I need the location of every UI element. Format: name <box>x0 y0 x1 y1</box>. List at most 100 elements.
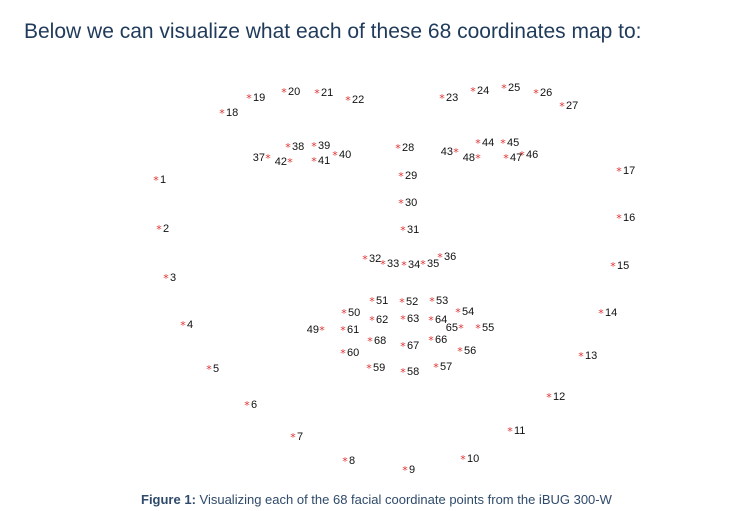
landmark-marker: * <box>180 319 186 332</box>
landmark-label: 2 <box>163 223 169 235</box>
landmark-label: 54 <box>462 306 474 318</box>
page-heading: Below we can visualize what each of thes… <box>24 20 642 43</box>
landmark-marker: * <box>246 92 252 105</box>
landmark-point-37: *37 <box>253 152 272 165</box>
landmark-label: 27 <box>566 100 578 112</box>
landmark-label: 55 <box>482 322 494 334</box>
landmark-marker: * <box>369 295 375 308</box>
landmark-label: 6 <box>251 399 257 411</box>
landmark-point-62: * 62 <box>369 314 388 327</box>
landmark-point-8: * 8 <box>342 455 355 468</box>
landmark-label: 67 <box>407 340 419 352</box>
landmark-point-35: * 35 <box>420 258 439 271</box>
landmark-point-48: *48 <box>463 152 482 165</box>
landmark-marker: * <box>287 156 293 169</box>
landmark-marker: * <box>265 152 271 165</box>
landmark-label: 11 <box>514 425 525 437</box>
landmark-label: 47 <box>510 152 522 164</box>
landmark-label: 48 <box>463 152 475 164</box>
landmark-label: 42 <box>275 156 287 168</box>
landmark-marker: * <box>314 87 320 100</box>
landmark-point-36: * 36 <box>437 251 456 264</box>
landmark-point-67: * 67 <box>400 340 419 353</box>
landmark-marker: * <box>206 363 212 376</box>
landmark-point-6: * 6 <box>244 399 257 412</box>
landmark-label: 39 <box>318 140 330 152</box>
landmark-marker: * <box>319 324 325 337</box>
landmark-label: 46 <box>526 149 538 161</box>
figure-caption: Figure 1: Visualizing each of the 68 fac… <box>141 492 612 507</box>
landmark-point-14: * 14 <box>598 307 617 320</box>
landmark-point-49: *49 <box>307 324 326 337</box>
landmark-marker: * <box>546 391 552 404</box>
landmark-label: 35 <box>427 258 439 270</box>
landmark-label: 18 <box>226 107 238 119</box>
landmark-label: 3 <box>170 272 176 284</box>
landmark-label: 43 <box>441 146 453 158</box>
landmark-marker: * <box>475 152 481 165</box>
landmark-marker: * <box>433 361 439 374</box>
landmark-point-24: * 24 <box>470 85 489 98</box>
landmark-point-51: * 51 <box>369 295 388 308</box>
landmark-point-10: * 10 <box>460 453 479 466</box>
landmark-point-27: * 27 <box>559 100 578 113</box>
landmark-marker: * <box>380 258 386 271</box>
landmark-point-4: * 4 <box>180 319 193 332</box>
landmark-label: 14 <box>605 307 617 319</box>
landmark-point-3: * 3 <box>163 272 176 285</box>
landmark-marker: * <box>281 86 287 99</box>
landmark-marker: * <box>460 453 466 466</box>
landmark-point-41: * 41 <box>311 155 330 168</box>
landmark-point-53: * 53 <box>429 295 448 308</box>
landmark-marker: * <box>153 174 159 187</box>
landmark-marker: * <box>311 155 317 168</box>
landmark-marker: * <box>163 272 169 285</box>
landmark-marker: * <box>369 314 375 327</box>
landmark-label: 24 <box>477 85 489 97</box>
landmark-point-25: * 25 <box>501 82 520 95</box>
landmark-label: 10 <box>467 453 479 465</box>
landmark-marker: * <box>598 307 604 320</box>
landmark-label: 41 <box>318 155 330 167</box>
landmark-label: 22 <box>352 94 364 106</box>
landmark-marker: * <box>578 350 584 363</box>
landmark-label: 59 <box>373 362 385 374</box>
landmark-point-40: * 40 <box>332 149 351 162</box>
figure-caption-label: Figure 1: <box>141 492 196 507</box>
landmark-point-56: * 56 <box>457 345 476 358</box>
landmark-label: 31 <box>407 224 419 236</box>
landmark-label: 28 <box>402 142 414 154</box>
landmark-marker: * <box>342 455 348 468</box>
landmark-marker: * <box>400 224 406 237</box>
landmark-label: 25 <box>508 82 520 94</box>
landmark-marker: * <box>470 85 476 98</box>
landmark-point-5: * 5 <box>206 363 219 376</box>
landmark-marker: * <box>290 431 296 444</box>
landmark-label: 53 <box>436 295 448 307</box>
landmark-label: 20 <box>288 86 300 98</box>
landmark-label: 8 <box>349 455 355 467</box>
landmark-label: 49 <box>307 324 319 336</box>
landmark-label: 1 <box>160 174 166 186</box>
landmark-point-33: * 33 <box>380 258 399 271</box>
landmark-marker: * <box>420 258 426 271</box>
landmark-label: 12 <box>553 391 565 403</box>
landmark-label: 63 <box>407 313 419 325</box>
landmark-point-31: * 31 <box>400 224 419 237</box>
landmark-marker: * <box>429 295 435 308</box>
landmark-label: 4 <box>187 319 193 331</box>
landmark-label: 51 <box>376 295 388 307</box>
landmark-point-43: *43 <box>441 146 460 159</box>
landmark-point-34: * 34 <box>401 259 420 272</box>
landmark-label: 32 <box>369 253 381 265</box>
landmark-label: 17 <box>623 165 635 177</box>
landmark-marker: * <box>439 92 445 105</box>
landmark-marker: * <box>501 82 507 95</box>
landmark-marker: * <box>400 340 406 353</box>
landmark-marker: * <box>610 260 616 273</box>
landmark-point-20: * 20 <box>281 86 300 99</box>
landmark-point-58: * 58 <box>400 366 419 379</box>
landmark-label: 19 <box>253 92 265 104</box>
landmark-point-64: * 64 <box>428 314 447 327</box>
landmark-point-16: * 16 <box>616 212 635 225</box>
